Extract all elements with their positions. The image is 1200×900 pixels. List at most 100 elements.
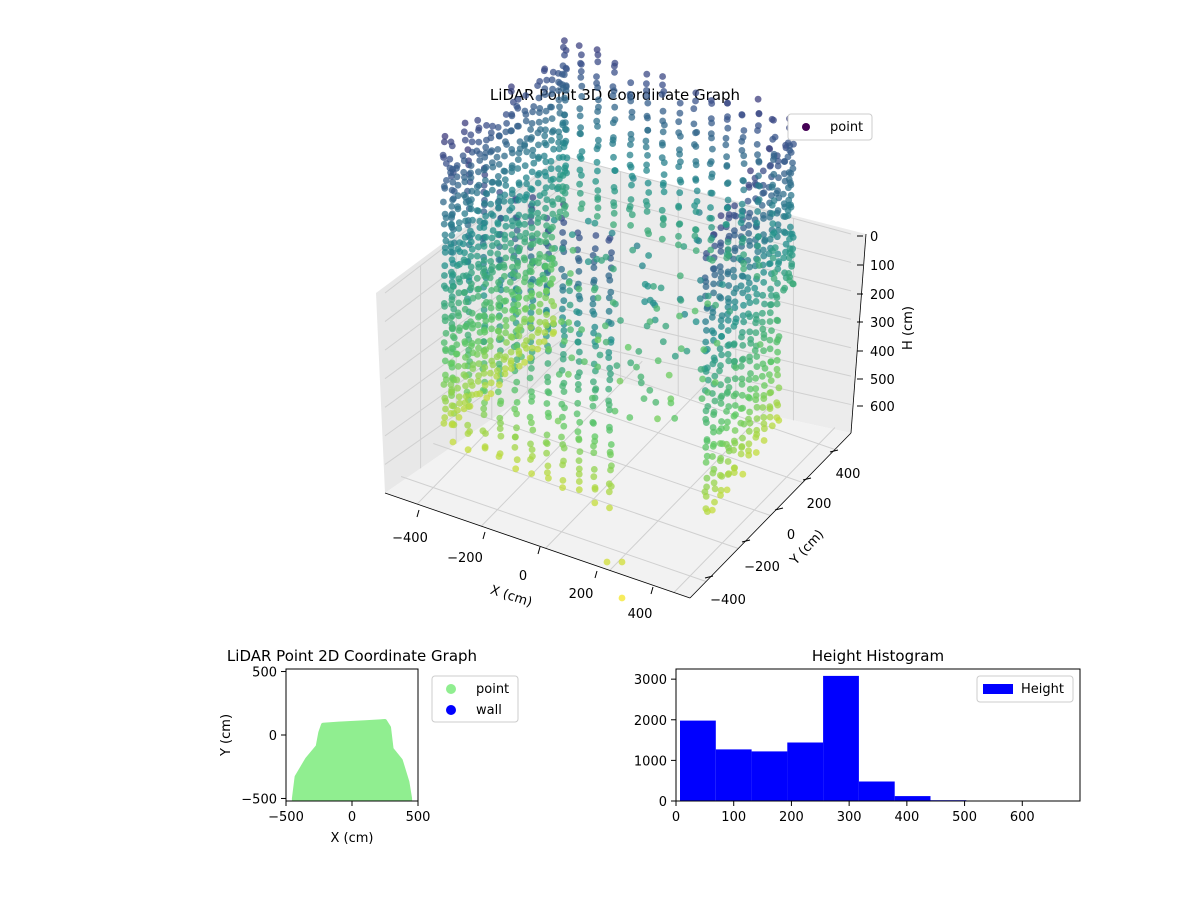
point-3d <box>594 196 602 203</box>
point-3d <box>469 365 477 372</box>
point-3d <box>746 263 754 271</box>
point-3d <box>629 246 637 254</box>
point-3d <box>709 360 717 368</box>
point-3d <box>665 371 673 379</box>
point-3d <box>502 214 510 222</box>
point-3d <box>493 353 501 361</box>
point-3d <box>454 181 462 189</box>
point-3d <box>707 246 715 254</box>
point-3d <box>607 441 615 448</box>
point-3d <box>528 344 536 352</box>
point-3d <box>474 286 481 293</box>
point-3d <box>752 298 760 305</box>
point-3d <box>449 178 457 186</box>
point-3d <box>760 231 767 239</box>
point-3d <box>489 268 496 276</box>
point-3d <box>514 262 521 270</box>
point-3d <box>483 394 491 402</box>
point-3d <box>575 465 583 473</box>
scatter2d-x-tick-label: −500 <box>268 810 304 825</box>
point-3d <box>467 252 475 260</box>
point-3d <box>789 280 797 288</box>
point-3d <box>784 153 792 161</box>
point-3d <box>441 357 449 365</box>
point-3d <box>441 138 448 146</box>
point-3d <box>711 397 719 405</box>
point-3d <box>461 362 469 370</box>
point-3d <box>545 389 553 397</box>
point-3d <box>508 231 516 239</box>
point-3d <box>731 375 739 383</box>
point-3d <box>494 230 501 238</box>
point-3d <box>542 253 549 261</box>
point-3d <box>707 204 714 211</box>
point-3d <box>543 321 550 329</box>
point-3d <box>535 141 542 149</box>
point-3d <box>453 173 461 181</box>
point-3d <box>574 381 582 388</box>
point-3d <box>578 51 585 59</box>
point-3d <box>754 256 762 264</box>
point-3d <box>467 131 475 139</box>
x-tick-3d <box>594 570 598 579</box>
point-3d <box>659 338 667 346</box>
point-3d <box>717 274 725 282</box>
point-3d <box>522 111 530 118</box>
point-3d <box>514 96 522 103</box>
point-3d <box>527 241 535 249</box>
point-3d <box>608 249 615 256</box>
point-3d <box>595 136 602 144</box>
point-3d <box>494 173 502 180</box>
point-3d <box>513 399 521 406</box>
point-3d <box>659 107 667 115</box>
point-3d <box>577 205 585 213</box>
point-3d <box>769 254 777 262</box>
point-3d <box>738 272 746 280</box>
z-tick-label-3d: 100 <box>870 259 895 274</box>
points-3d <box>439 37 797 602</box>
point-3d <box>513 410 520 418</box>
point-3d <box>759 291 767 299</box>
point-3d <box>547 165 555 173</box>
point-3d <box>578 326 585 333</box>
point-3d <box>561 333 568 340</box>
point-3d <box>717 400 725 407</box>
point-3d <box>514 196 522 204</box>
point-3d <box>642 137 650 145</box>
point-3d <box>481 200 488 207</box>
point-3d <box>455 219 463 227</box>
point-3d <box>486 274 494 282</box>
point-3d <box>455 327 463 334</box>
point-3d <box>509 149 516 157</box>
point-3d <box>529 152 537 160</box>
point-3d <box>627 135 635 143</box>
point-3d <box>493 153 501 161</box>
point-3d <box>493 239 501 247</box>
point-3d <box>607 482 615 490</box>
point-3d <box>753 415 761 422</box>
point-3d <box>702 368 710 375</box>
point-3d <box>759 325 767 333</box>
point-3d <box>488 316 495 323</box>
point-3d <box>559 196 566 204</box>
point-3d <box>731 427 739 434</box>
point-3d <box>487 390 495 398</box>
point-3d <box>535 118 543 126</box>
point-3d <box>469 324 476 332</box>
point-3d <box>534 209 541 217</box>
point-3d <box>711 498 718 506</box>
point-3d <box>718 323 725 330</box>
point-3d <box>627 196 635 203</box>
point-3d <box>560 422 568 430</box>
point-3d <box>500 167 508 175</box>
point-3d <box>460 128 468 136</box>
point-3d <box>766 413 774 421</box>
point-3d <box>558 318 565 325</box>
point-3d <box>760 414 768 421</box>
point-3d <box>560 239 568 247</box>
point-3d <box>488 234 496 242</box>
point-3d <box>651 316 659 324</box>
point-3d <box>508 190 516 198</box>
point-3d <box>675 163 683 171</box>
point-3d <box>448 301 455 308</box>
